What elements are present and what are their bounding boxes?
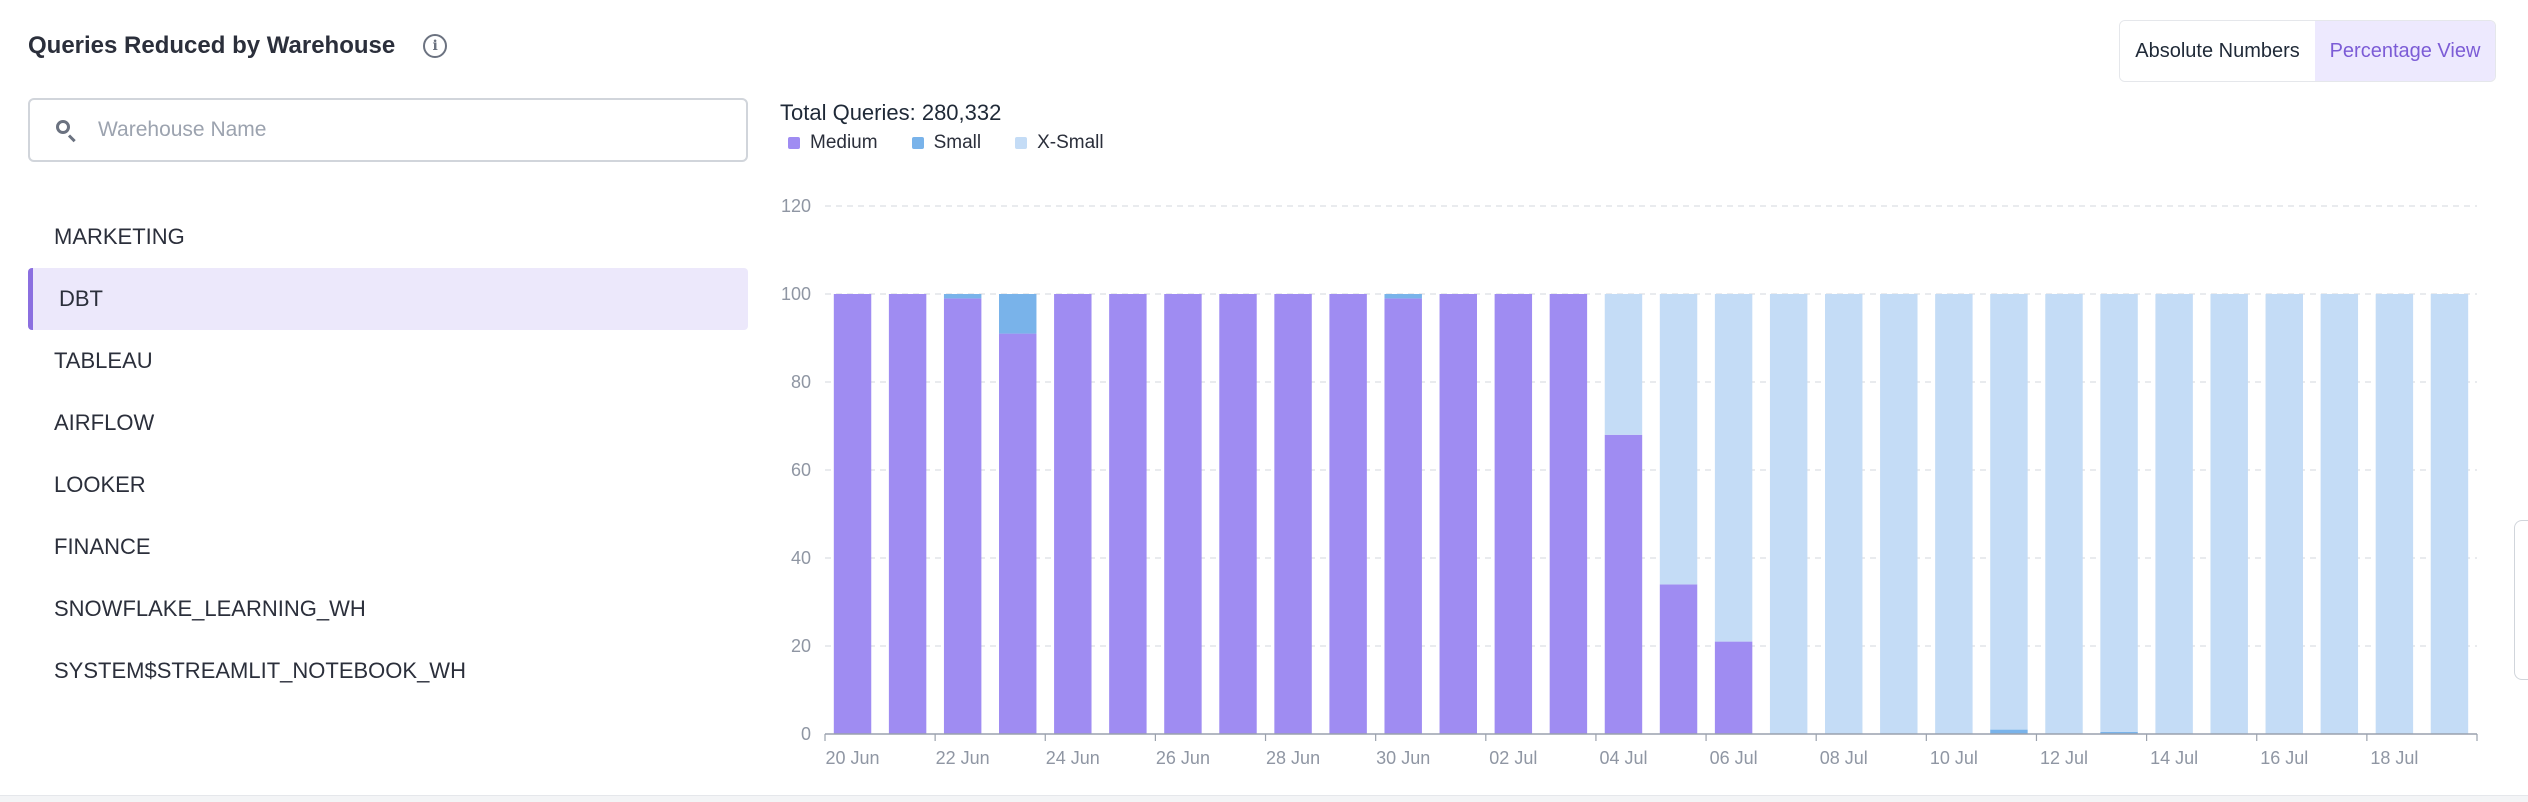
bar-x-small-15 xyxy=(1659,294,1698,585)
bar-small-10 xyxy=(1384,294,1422,299)
legend-label-x-small: X-Small xyxy=(1037,132,1104,153)
bar-x-small-22 xyxy=(2045,294,2083,734)
y-tick-label-0: 0 xyxy=(801,724,811,744)
bar-medium-4 xyxy=(1054,294,1092,734)
warehouse-item-looker[interactable]: LOOKER xyxy=(54,472,146,497)
x-tick-label-28: 18 Jul xyxy=(2370,748,2418,768)
bar-x-small-27 xyxy=(2320,294,2359,734)
bar-medium-16 xyxy=(1714,641,1753,734)
legend-swatch-x-small xyxy=(1015,137,1028,149)
y-tick-label-120: 120 xyxy=(781,196,811,216)
info-icon[interactable]: i xyxy=(423,34,448,58)
x-tick-label-20: 10 Jul xyxy=(1930,748,1978,768)
legend-item-small[interactable]: Small xyxy=(911,132,982,154)
chart-total: Total Queries: 280,332 xyxy=(780,100,1002,125)
bar-medium-2 xyxy=(943,298,982,734)
chart-legend: Medium Small X-Small xyxy=(788,132,1104,154)
card-title: Queries Reduced by Warehouse xyxy=(28,32,396,59)
bar-medium-9 xyxy=(1329,294,1367,734)
absolute-numbers-button[interactable]: Absolute Numbers xyxy=(2120,21,2315,81)
legend-item-medium[interactable]: Medium xyxy=(788,132,878,154)
legend-label-medium: Medium xyxy=(810,132,878,153)
y-tick-label-20: 20 xyxy=(791,636,811,656)
x-tick-label-10: 30 Jun xyxy=(1376,748,1430,768)
warehouse-item-streamlit-notebook-wh[interactable]: SYSTEM$STREAMLIT_NOTEBOOK_WH xyxy=(54,658,466,683)
bar-medium-5 xyxy=(1109,294,1147,734)
x-tick-label-12: 02 Jul xyxy=(1489,748,1537,768)
bar-medium-0 xyxy=(833,294,872,734)
warehouse-list: MARKETING DBT TABLEAU AIRFLOW LOOKER FIN… xyxy=(28,206,748,702)
bar-medium-1 xyxy=(888,294,927,734)
bar-x-small-23 xyxy=(2100,294,2138,732)
x-tick-label-8: 28 Jun xyxy=(1266,748,1320,768)
percentage-view-button[interactable]: Percentage View xyxy=(2315,21,2495,81)
bar-x-small-28 xyxy=(2375,294,2414,734)
bar-x-small-26 xyxy=(2265,294,2303,734)
bar-medium-8 xyxy=(1274,294,1312,734)
y-tick-label-100: 100 xyxy=(781,284,811,304)
bar-x-small-14 xyxy=(1604,294,1643,435)
bar-x-small-19 xyxy=(1880,294,1918,734)
x-tick-label-24: 14 Jul xyxy=(2150,748,2198,768)
card-header: Queries Reduced by Warehouse i xyxy=(28,32,448,60)
bar-small-2 xyxy=(943,294,982,299)
x-tick-label-18: 08 Jul xyxy=(1820,748,1868,768)
search-input[interactable] xyxy=(98,118,738,142)
bar-x-small-16 xyxy=(1714,294,1753,642)
bar-medium-10 xyxy=(1384,298,1422,734)
scroll-handle[interactable] xyxy=(2514,520,2528,680)
legend-swatch-medium xyxy=(788,137,800,149)
y-tick-label-40: 40 xyxy=(791,548,811,568)
bar-x-small-18 xyxy=(1825,294,1863,734)
bar-medium-13 xyxy=(1549,294,1588,734)
bar-x-small-24 xyxy=(2155,294,2193,734)
warehouse-item-marketing[interactable]: MARKETING xyxy=(54,224,185,249)
legend-label-small: Small xyxy=(933,132,982,153)
bar-medium-14 xyxy=(1604,434,1643,734)
bar-medium-6 xyxy=(1164,294,1202,734)
bar-small-3 xyxy=(999,294,1037,334)
view-toggle: Absolute Numbers Percentage View xyxy=(2119,20,2496,82)
bar-small-23 xyxy=(2100,731,2138,734)
x-tick-label-0: 20 Jun xyxy=(826,748,880,768)
chart-area: 0 20 40 60 80 100 120 20 Jun 22 Jun 24 Jun 26 Jun 2… xyxy=(780,96,2480,776)
x-tick-label-6: 26 Jun xyxy=(1156,748,1210,768)
x-tick-label-26: 16 Jul xyxy=(2260,748,2308,768)
bar-x-small-17 xyxy=(1769,294,1808,734)
legend-swatch-small xyxy=(911,137,924,149)
x-tick-label-4: 24 Jun xyxy=(1046,748,1100,768)
stacked-bar-chart: 0 20 40 60 80 100 120 20 Jun 22 Jun 24 Jun 26 Jun 2… xyxy=(781,196,2478,768)
bar-small-21 xyxy=(1990,729,2028,734)
warehouse-item-airflow[interactable]: AIRFLOW xyxy=(54,410,155,435)
y-tick-label-60: 60 xyxy=(791,460,811,480)
bar-x-small-20 xyxy=(1935,294,1973,734)
x-tick-label-22: 12 Jul xyxy=(2040,748,2088,768)
x-tick-label-16: 06 Jul xyxy=(1710,748,1758,768)
warehouse-search xyxy=(28,98,748,162)
bar-medium-12 xyxy=(1494,294,1533,734)
x-tick-label-14: 04 Jul xyxy=(1599,748,1647,768)
bar-medium-11 xyxy=(1439,294,1477,734)
warehouse-item-finance[interactable]: FINANCE xyxy=(54,534,151,559)
bar-x-small-25 xyxy=(2210,294,2248,734)
x-tick-label-2: 22 Jun xyxy=(936,748,990,768)
warehouse-item-tableau[interactable]: TABLEAU xyxy=(54,348,153,373)
warehouse-item-dbt[interactable]: DBT xyxy=(28,268,748,330)
bar-medium-15 xyxy=(1659,584,1698,734)
bar-x-small-29 xyxy=(2430,294,2469,734)
bar-medium-7 xyxy=(1219,294,1257,734)
legend-item-x-small[interactable]: X-Small xyxy=(1015,132,1104,154)
y-tick-label-80: 80 xyxy=(791,372,811,392)
search-icon xyxy=(54,118,78,143)
warehouse-item-snowflake-learning-wh[interactable]: SNOWFLAKE_LEARNING_WH xyxy=(54,596,366,621)
bar-x-small-21 xyxy=(1990,294,2028,730)
bar-medium-3 xyxy=(999,333,1037,734)
